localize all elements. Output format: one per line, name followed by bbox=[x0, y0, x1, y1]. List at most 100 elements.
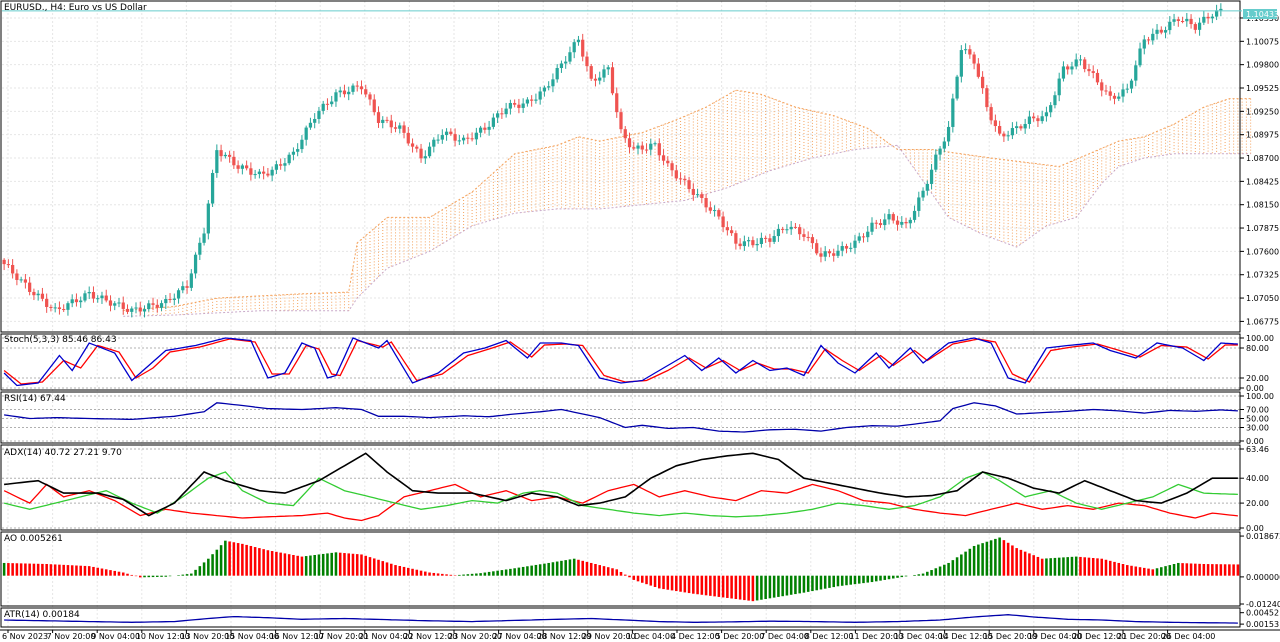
candle-up bbox=[164, 298, 168, 304]
candle-up bbox=[1202, 16, 1206, 23]
rsi-line bbox=[4, 402, 1238, 433]
atr-label: ATR(14) 0.00184 bbox=[4, 610, 80, 620]
candle-up bbox=[636, 145, 640, 149]
x-tick-label: 20 Dec 12:00 bbox=[1072, 632, 1126, 641]
candle-down bbox=[513, 103, 517, 105]
candle-down bbox=[15, 273, 19, 280]
panel-frame-stoch bbox=[0, 333, 1241, 391]
ao-label: AO 0.005261 bbox=[4, 534, 63, 544]
stoch-tick-label: 100.00 bbox=[1246, 334, 1274, 343]
x-tick-label: 22 Nov 12:00 bbox=[403, 632, 457, 641]
candle-up bbox=[1117, 96, 1121, 99]
candle-down bbox=[670, 163, 674, 171]
candle-down bbox=[993, 120, 997, 127]
candle-up bbox=[1172, 19, 1176, 22]
candle-up bbox=[70, 299, 74, 304]
stoch-signal-line bbox=[3, 338, 1238, 385]
candle-down bbox=[593, 78, 598, 81]
rsi-tick-label: 100.00 bbox=[1246, 392, 1274, 401]
candle-down bbox=[342, 90, 347, 95]
candle-down bbox=[644, 149, 649, 151]
x-tick-label: 10 Nov 12:00 bbox=[136, 632, 190, 641]
candle-down bbox=[470, 138, 474, 140]
candle-down bbox=[483, 127, 487, 130]
panel-frame-atr bbox=[0, 607, 1241, 628]
candle-up bbox=[942, 141, 946, 149]
minus-di-line bbox=[3, 483, 1238, 522]
candle-down bbox=[23, 279, 28, 283]
candle-up bbox=[304, 127, 308, 140]
candle-up bbox=[330, 101, 334, 105]
candle-down bbox=[1206, 16, 1210, 19]
candle-up bbox=[572, 42, 576, 53]
candle-down bbox=[610, 67, 615, 94]
candle-up bbox=[461, 137, 466, 141]
candle-down bbox=[1112, 95, 1117, 99]
x-tick-label: 9 Nov 04:00 bbox=[91, 632, 140, 641]
candle-down bbox=[1002, 133, 1006, 137]
candle-up bbox=[147, 303, 151, 310]
candle-up bbox=[313, 118, 317, 123]
price-tick-label: 1.09800 bbox=[1246, 61, 1279, 70]
candle-down bbox=[827, 251, 832, 254]
candle-down bbox=[998, 126, 1002, 134]
candle-up bbox=[555, 68, 559, 80]
candle-down bbox=[1087, 69, 1091, 72]
candle-up bbox=[925, 183, 929, 191]
candle-up bbox=[883, 219, 887, 226]
candle-down bbox=[168, 298, 172, 300]
candle-down bbox=[661, 155, 666, 161]
candle-up bbox=[1219, 8, 1223, 11]
candle-down bbox=[1176, 19, 1180, 22]
candle-down bbox=[2, 259, 6, 265]
candle-up bbox=[287, 154, 291, 164]
candle-down bbox=[393, 127, 398, 129]
x-tick-label: 28 Nov 12:00 bbox=[537, 632, 591, 641]
stoch-tick-label: 0.00 bbox=[1246, 384, 1264, 393]
candle-down bbox=[615, 93, 619, 113]
candle-up bbox=[836, 250, 840, 256]
candle-up bbox=[291, 151, 296, 155]
candle-down bbox=[1066, 66, 1070, 70]
candle-down bbox=[976, 63, 980, 77]
x-tick-label: 7 Nov 20:00 bbox=[47, 632, 96, 641]
candle-up bbox=[283, 163, 287, 166]
candle-up bbox=[1155, 29, 1159, 34]
candle-up bbox=[1078, 59, 1083, 61]
candle-up bbox=[159, 303, 164, 308]
candle-up bbox=[929, 169, 934, 184]
candle-up bbox=[1151, 33, 1155, 41]
candle-up bbox=[1214, 10, 1219, 17]
candle-down bbox=[989, 107, 993, 121]
atr-line bbox=[4, 614, 1238, 624]
candle-up bbox=[206, 203, 210, 234]
candle-down bbox=[232, 156, 236, 166]
candle-up bbox=[1121, 89, 1125, 97]
candle-down bbox=[781, 228, 785, 230]
candle-down bbox=[449, 131, 453, 135]
candle-down bbox=[249, 168, 253, 175]
candle-up bbox=[436, 139, 440, 141]
candle-up bbox=[100, 295, 104, 299]
last-price-text: 1.10433 bbox=[1246, 10, 1279, 19]
candle-down bbox=[798, 227, 802, 235]
candle-up bbox=[1129, 80, 1134, 89]
price-tick-label: 1.10075 bbox=[1246, 37, 1279, 46]
candle-up bbox=[176, 290, 181, 299]
candle-up bbox=[202, 233, 206, 243]
candle-up bbox=[649, 143, 653, 150]
candle-down bbox=[968, 49, 972, 55]
candle-down bbox=[589, 66, 593, 79]
candle-down bbox=[500, 113, 504, 115]
candle-down bbox=[802, 234, 806, 237]
price-tick-label: 1.07050 bbox=[1246, 294, 1279, 303]
candle-down bbox=[891, 214, 895, 221]
candle-down bbox=[721, 216, 725, 228]
adx-line bbox=[4, 452, 1238, 517]
candle-up bbox=[444, 131, 449, 136]
candle-down bbox=[62, 309, 66, 311]
candle-up bbox=[853, 240, 857, 248]
candle-up bbox=[534, 99, 538, 101]
price-tick-label: 1.09525 bbox=[1246, 84, 1279, 93]
